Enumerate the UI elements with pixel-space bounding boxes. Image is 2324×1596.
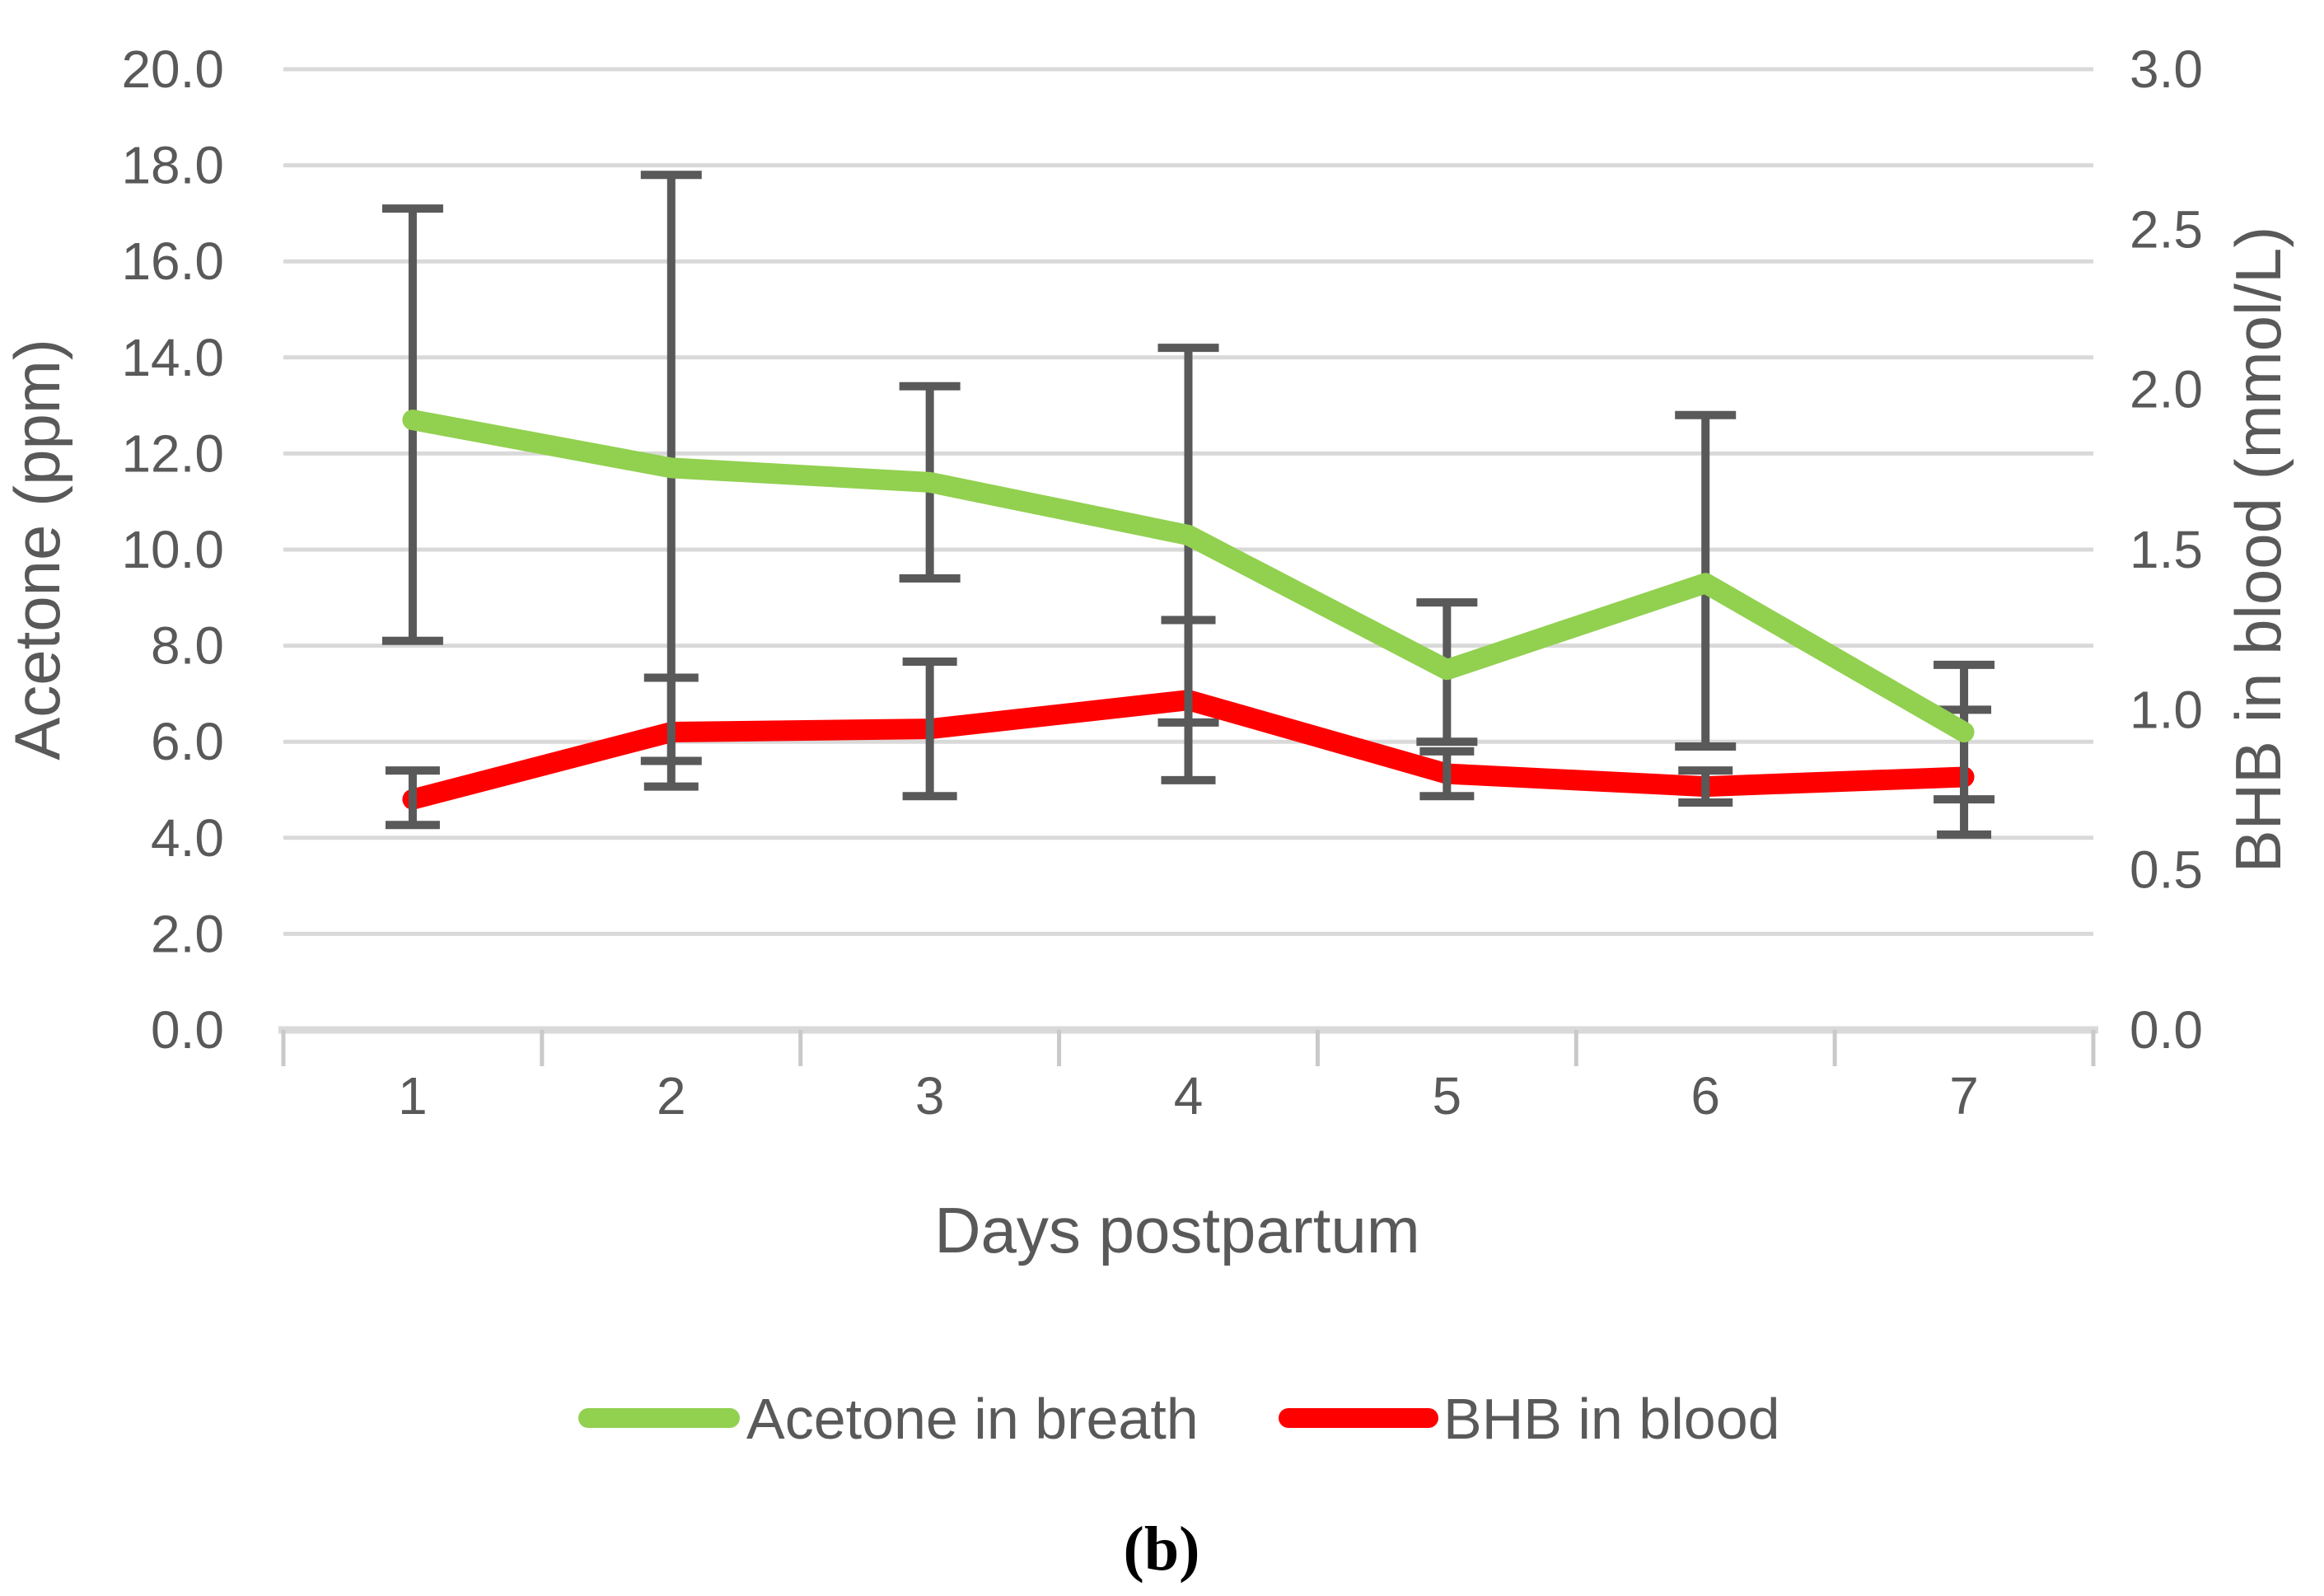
x-tick-label: 6 (1690, 1066, 1720, 1126)
x-tick-label: 4 (1174, 1066, 1204, 1126)
legend-label-acetone-in-breath: Acetone in breath (746, 1387, 1199, 1451)
figure-caption: (b) (1124, 1514, 1200, 1584)
series-line-acetone (402, 410, 1975, 743)
axes (278, 1026, 2098, 1066)
right-tick-label: 0.0 (2130, 1000, 2203, 1060)
left-tick-label: 12.0 (121, 424, 224, 483)
legend-label-bhb-in-blood: BHB in blood (1443, 1387, 1780, 1451)
left-tick-label: 6.0 (151, 712, 224, 771)
left-axis-title: Acetone (ppm) (1, 339, 73, 761)
left-tick-label: 0.0 (151, 1000, 224, 1060)
right-tick-label: 1.0 (2130, 680, 2203, 739)
x-tick-label: 2 (657, 1066, 686, 1126)
left-tick-label: 18.0 (121, 136, 224, 195)
right-tick-label: 3.0 (2130, 40, 2203, 99)
left-tick-label: 2.0 (151, 904, 224, 963)
left-tick-label: 8.0 (151, 616, 224, 676)
tick-labels: 0.02.04.06.08.010.012.014.016.018.020.00… (121, 40, 2203, 1126)
x-tick-label: 5 (1433, 1066, 1462, 1126)
series-layer (381, 171, 1995, 839)
left-tick-label: 10.0 (121, 520, 224, 579)
right-tick-label: 0.5 (2130, 840, 2203, 900)
x-tick-label: 7 (1949, 1066, 1979, 1126)
left-tick-label: 4.0 (151, 808, 224, 868)
x-axis-title: Days postpartum (934, 1194, 1420, 1266)
x-tick-label: 1 (398, 1066, 428, 1126)
right-tick-label: 2.5 (2130, 199, 2203, 259)
left-tick-label: 14.0 (121, 328, 224, 387)
right-axis-title: BHB in blood (mmol/L) (2222, 227, 2294, 873)
left-tick-label: 16.0 (121, 232, 224, 291)
right-tick-label: 2.0 (2130, 360, 2203, 419)
x-tick-label: 3 (915, 1066, 945, 1126)
right-tick-label: 1.5 (2130, 520, 2203, 579)
legend: Acetone in breath BHB in blood (578, 1387, 1780, 1451)
left-tick-label: 20.0 (121, 40, 224, 99)
